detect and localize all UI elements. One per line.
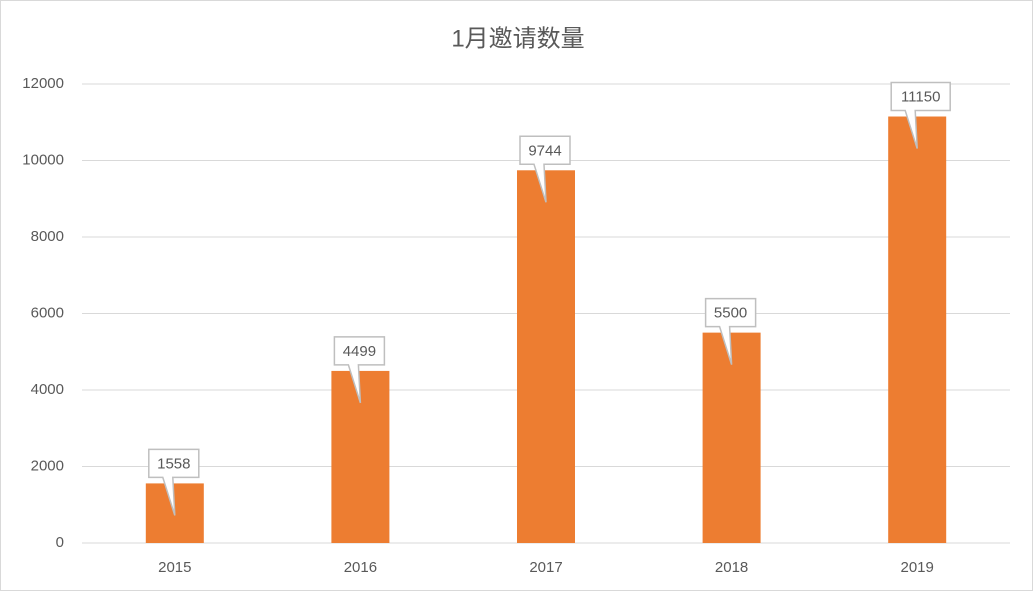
y-tick-label: 10000 xyxy=(22,151,64,168)
x-tick-label: 2015 xyxy=(158,559,191,576)
data-label-callout xyxy=(704,297,757,365)
x-tick-label: 2018 xyxy=(715,559,748,576)
y-tick-label: 8000 xyxy=(31,228,64,245)
y-tick-label: 2000 xyxy=(31,457,64,474)
y-tick-label: 6000 xyxy=(31,304,64,321)
data-label: 1558 xyxy=(157,455,190,472)
x-tick-label: 2017 xyxy=(529,559,562,576)
data-label-callout xyxy=(890,81,951,149)
chart-title: 1月邀请数量 xyxy=(451,25,584,52)
data-label: 9744 xyxy=(528,142,561,159)
bar xyxy=(702,332,761,543)
data-label-callout xyxy=(333,336,386,404)
bar xyxy=(517,170,575,544)
y-tick-label: 12000 xyxy=(22,75,64,92)
y-tick-label: 4000 xyxy=(31,381,64,398)
x-tick-label: 2019 xyxy=(901,559,934,576)
x-tick-label: 2016 xyxy=(344,559,377,576)
data-label-callout xyxy=(519,135,571,203)
data-label-callout xyxy=(148,448,200,516)
data-label: 11150 xyxy=(901,88,941,105)
bar xyxy=(888,116,947,543)
y-tick-label: 0 xyxy=(56,534,64,551)
data-label: 5500 xyxy=(714,305,747,322)
data-label: 4499 xyxy=(343,343,376,360)
